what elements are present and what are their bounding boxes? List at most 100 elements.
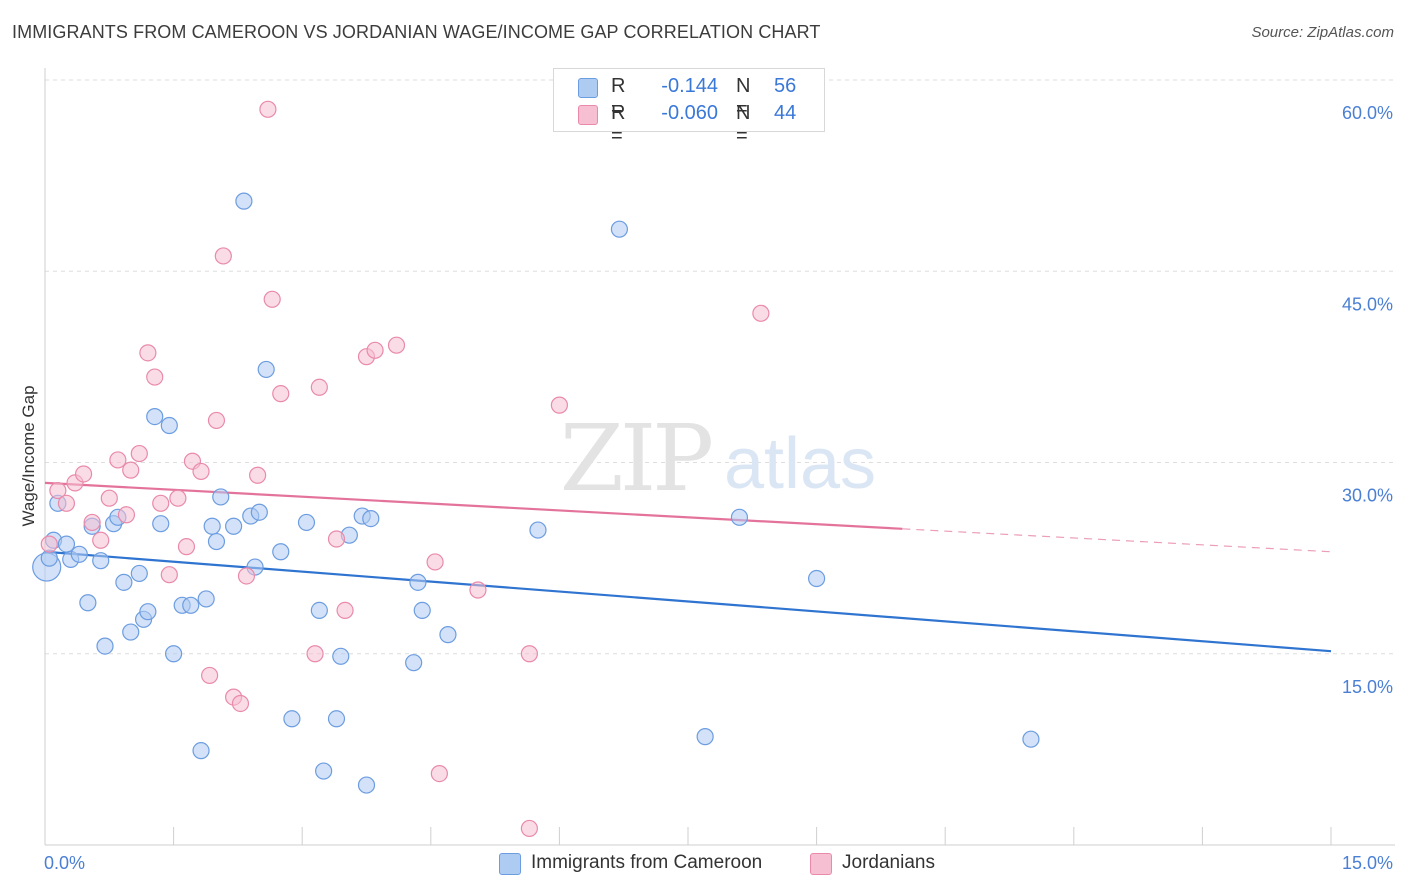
y-tick-label: 15.0% <box>1342 677 1393 697</box>
cameroon-point <box>197 590 215 608</box>
jordanian-point <box>249 466 267 484</box>
jordanian-point <box>122 461 140 479</box>
y-tick-label: 45.0% <box>1342 294 1393 314</box>
bottom-legend-label: Jordanians <box>842 852 935 873</box>
jordanian-point <box>430 764 448 783</box>
jordanian-point <box>387 336 406 354</box>
legend-n-label: N = <box>736 75 751 120</box>
legend-swatch-blue <box>578 78 598 98</box>
cameroon-point <box>70 545 88 563</box>
correlation-legend: R = -0.144 N = 56 R = -0.060 N = 44 <box>553 68 825 147</box>
data-points <box>32 100 1040 838</box>
cameroon-point <box>327 710 346 728</box>
jordanian-point <box>201 666 219 685</box>
cameroon-point <box>413 601 431 620</box>
cameroon-point <box>207 532 226 551</box>
legend-n-value: 56 <box>774 75 797 97</box>
cameroon-point <box>203 517 221 535</box>
chart-title: IMMIGRANTS FROM CAMEROON VS JORDANIAN WA… <box>12 22 821 42</box>
cameroon-point <box>182 596 200 614</box>
jordanian-point <box>49 481 67 500</box>
cameroon-point <box>1022 730 1040 748</box>
jordanian-point <box>40 535 58 553</box>
cameroon-point <box>529 521 547 539</box>
jordanian-point <box>310 378 328 396</box>
jordanian-point <box>231 694 250 713</box>
y-axis-label: Wage/Income Gap <box>19 385 38 526</box>
jordanian-point <box>306 645 324 663</box>
cameroon-point <box>192 742 210 760</box>
legend-n-label: N = <box>736 102 751 147</box>
cameroon-point <box>610 220 629 238</box>
legend-r-value: -0.060 <box>661 102 718 124</box>
jordanian-point <box>426 553 444 571</box>
watermark: ZIP atlas <box>560 405 876 512</box>
jordanian-point <box>520 819 538 838</box>
jordanian-point <box>237 567 256 585</box>
jordanian-point <box>139 344 157 362</box>
cameroon-point <box>807 569 826 588</box>
cameroon-point <box>235 192 253 210</box>
cameroon-point <box>310 601 328 620</box>
jordanian-point <box>169 489 187 507</box>
cameroon-point <box>409 573 427 591</box>
cameroon-point <box>315 762 333 780</box>
cameroon-point <box>212 488 230 506</box>
cameroon-point <box>165 645 183 663</box>
cameroon-point <box>92 552 110 570</box>
jordanian-point <box>160 566 178 584</box>
cameroon-point <box>139 603 157 621</box>
legend-swatch-pink <box>578 105 598 125</box>
legend-r-label: R = <box>611 75 626 120</box>
legend-r-label: R = <box>611 102 626 147</box>
axes: 15.0% 30.0% 45.0% 60.0% 0.0% 15.0% <box>44 68 1395 873</box>
jordanian-point <box>152 494 170 512</box>
jordanian-point <box>83 513 101 532</box>
cameroon-point <box>96 637 114 655</box>
jordanian-point <box>259 100 277 118</box>
jordanian-point <box>336 601 354 620</box>
jordanian-point <box>130 444 148 463</box>
cameroon-point <box>730 508 749 526</box>
cameroon-point <box>225 517 243 535</box>
jordanian-point <box>146 368 164 386</box>
cameroon-point <box>122 623 140 641</box>
cameroon-point <box>332 647 350 665</box>
watermark-atlas: atlas <box>724 424 876 504</box>
bottom-legend-swatch-pink <box>810 853 832 875</box>
bottom-legend-swatch-blue <box>499 853 521 875</box>
jordanian-point <box>550 396 569 414</box>
cameroon-point <box>130 564 148 583</box>
y-tick-label: 60.0% <box>1342 103 1393 123</box>
cameroon-point <box>357 776 376 794</box>
jordanian-point <box>74 465 93 483</box>
jordanian-point <box>214 247 232 265</box>
jordanian-point <box>109 451 127 469</box>
cameroon-point <box>152 515 170 533</box>
jordanian-trend-line <box>44 481 903 530</box>
bottom-legend-label: Immigrants from Cameroon <box>531 852 763 873</box>
x-tick-label: 0.0% <box>44 853 85 873</box>
jordanian-point <box>520 645 538 663</box>
source-label: Source: ZipAtlas.com <box>1251 24 1394 41</box>
cameroon-trend-line <box>44 550 1332 653</box>
jordanian-point <box>57 494 76 512</box>
jordanian-point <box>192 462 210 481</box>
cameroon-point <box>79 594 97 612</box>
cameroon-point <box>257 360 275 379</box>
jordanian-point <box>366 341 384 359</box>
cameroon-point <box>283 710 301 728</box>
jordanian-point <box>100 489 118 507</box>
cameroon-point <box>146 408 164 426</box>
cameroon-point <box>160 416 178 435</box>
y-tick-label: 30.0% <box>1342 486 1393 506</box>
cameroon-point <box>439 626 457 644</box>
cameroon-point <box>405 654 423 672</box>
cameroon-point <box>696 728 714 746</box>
legend-r-value: -0.144 <box>661 75 718 97</box>
cameroon-point <box>115 573 133 591</box>
jordanian-point <box>263 290 281 308</box>
jordanian-trend-line-extension <box>902 528 1332 553</box>
legend-n-value: 44 <box>774 102 797 124</box>
cameroon-point <box>362 509 380 528</box>
